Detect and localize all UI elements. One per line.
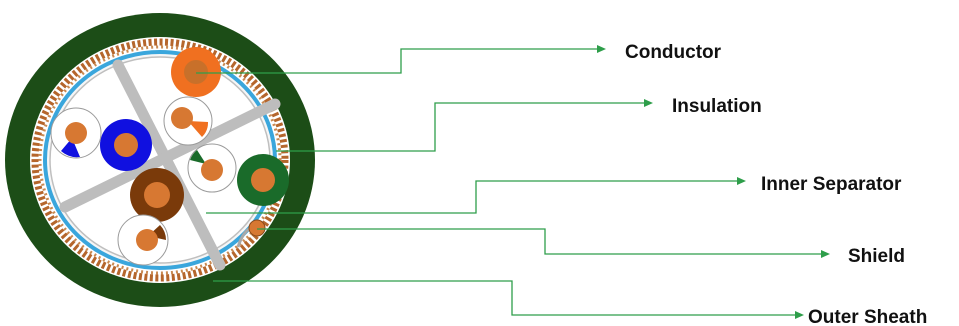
label-insulation: Insulation	[672, 96, 762, 117]
shield-braid-dots	[31, 38, 289, 282]
leader-insulation	[276, 102, 645, 152]
stripe-white-orange	[188, 121, 209, 137]
arrowhead-outer-sheath-icon	[795, 311, 804, 319]
inner-separator-bar-1	[112, 59, 226, 271]
conductor-brown	[144, 182, 170, 208]
label-conductor: Conductor	[625, 42, 722, 63]
conductor-blue	[114, 133, 138, 157]
leader-arrowheads	[597, 45, 830, 319]
inner-separator-bar-2	[59, 98, 281, 213]
arrowhead-insulation-icon	[644, 99, 653, 107]
drain-wire	[248, 219, 266, 237]
conductor-green	[251, 168, 275, 192]
leader-shield	[257, 228, 822, 255]
leader-outer-sheath	[213, 280, 796, 316]
shield-braid-dots-inner	[38, 45, 282, 275]
arrowhead-shield-icon	[821, 250, 830, 258]
label-inner-separator: Inner Separator	[761, 174, 902, 195]
conductor-orange	[184, 60, 208, 84]
conductor-white-brown	[136, 229, 158, 251]
label-shield: Shield	[848, 246, 905, 267]
arrowhead-inner-separator-icon	[737, 177, 746, 185]
stripe-white-green	[190, 150, 206, 164]
label-outer-sheath: Outer Sheath	[808, 307, 927, 326]
leader-inner-separator	[206, 180, 738, 214]
conductor-white-blue	[65, 122, 87, 144]
leader-lines	[196, 48, 822, 316]
leader-conductor	[196, 48, 598, 74]
conductor-white-green	[201, 159, 223, 181]
arrowhead-conductor-icon	[597, 45, 606, 53]
stripe-white-blue	[61, 138, 80, 158]
conductor-white-orange	[171, 107, 193, 129]
